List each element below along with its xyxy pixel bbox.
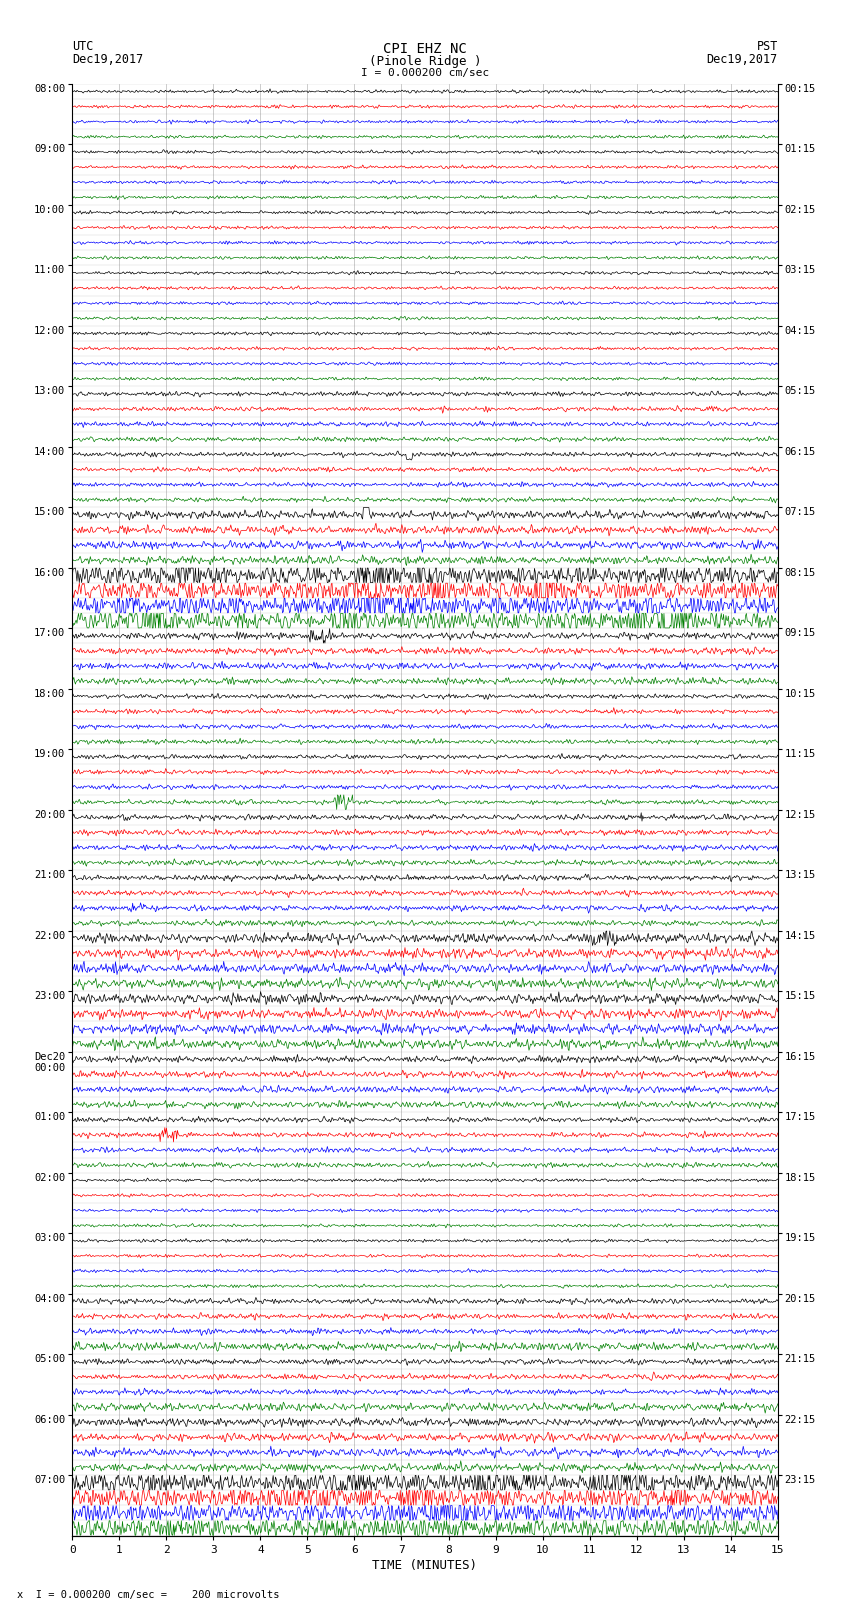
Text: I = 0.000200 cm/sec: I = 0.000200 cm/sec bbox=[361, 68, 489, 77]
Text: Dec19,2017: Dec19,2017 bbox=[706, 53, 778, 66]
Text: PST: PST bbox=[756, 40, 778, 53]
Text: UTC: UTC bbox=[72, 40, 94, 53]
Text: Dec19,2017: Dec19,2017 bbox=[72, 53, 144, 66]
X-axis label: TIME (MINUTES): TIME (MINUTES) bbox=[372, 1558, 478, 1571]
Text: (Pinole Ridge ): (Pinole Ridge ) bbox=[369, 55, 481, 68]
Text: x  I = 0.000200 cm/sec =    200 microvolts: x I = 0.000200 cm/sec = 200 microvolts bbox=[17, 1590, 280, 1600]
Text: CPI EHZ NC: CPI EHZ NC bbox=[383, 42, 467, 56]
